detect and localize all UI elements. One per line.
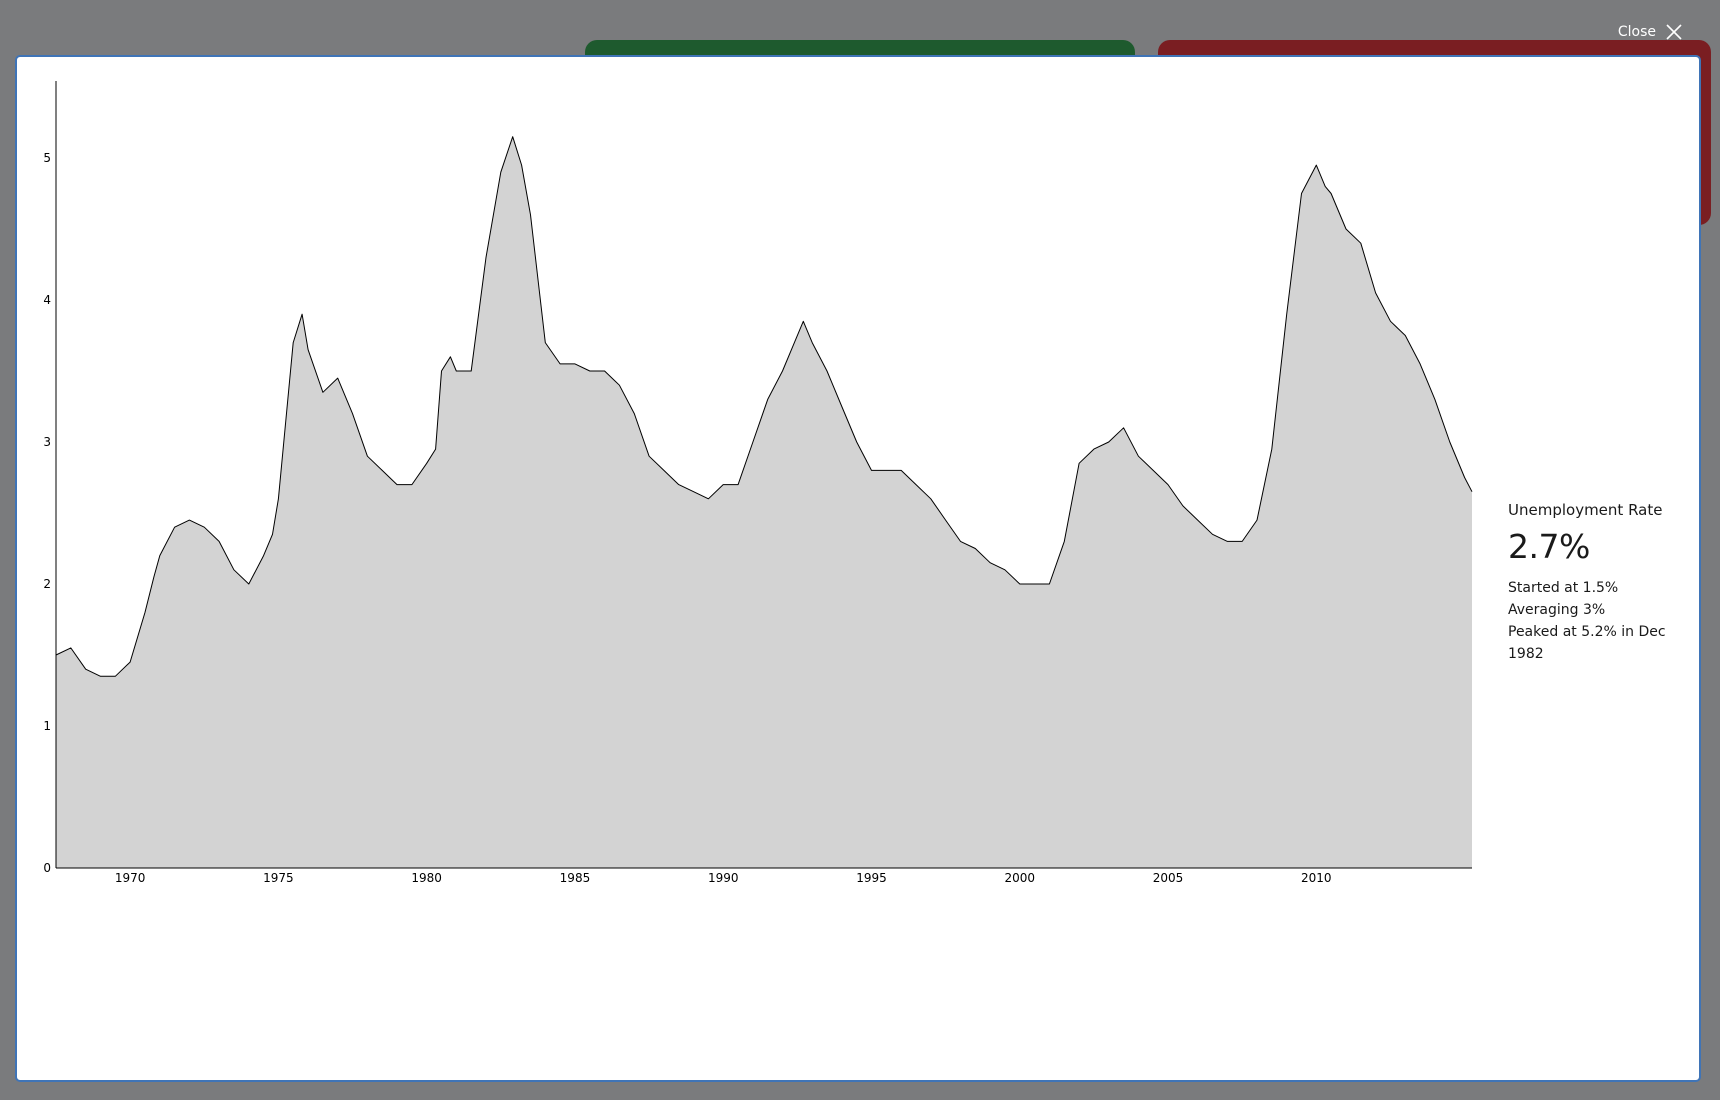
y-axis: 0 1 2 3 4 5 — [43, 81, 57, 875]
y-tick-label: 1 — [43, 719, 51, 733]
y-tick-label: 0 — [43, 861, 51, 875]
x-tick-label: 1980 — [411, 871, 442, 885]
y-tick-label: 4 — [43, 293, 51, 307]
peak-stat: Peaked at 5.2% in Dec 1982 — [1508, 624, 1666, 663]
average-stat: Averaging 3% — [1508, 602, 1606, 619]
x-tick-label: 1995 — [856, 871, 887, 885]
y-tick-label: 2 — [43, 577, 51, 591]
area-layer — [55, 136, 1473, 868]
x-tick-label: 1985 — [560, 871, 591, 885]
x-tick-label: 2010 — [1301, 871, 1332, 885]
summary-panel: Unemployment Rate 2.7% Started at 1.5% A… — [1508, 501, 1699, 665]
unemployment-chart: 0 1 2 3 4 5 1970 1975 1980 1985 1990 1995 2000 2005 2… — [43, 81, 1473, 885]
x-tick-label: 2005 — [1153, 871, 1184, 885]
close-button[interactable]: Close — [1618, 20, 1684, 44]
chart-modal: 0 1 2 3 4 5 1970 1975 1980 1985 1990 1995 2000 2005 2… — [15, 55, 1701, 1082]
x-tick-label: 1975 — [263, 871, 294, 885]
close-icon — [1666, 24, 1682, 40]
x-tick-label: 1990 — [708, 871, 739, 885]
area-fill — [56, 136, 1472, 868]
current-rate: 2.7% — [1508, 527, 1590, 566]
x-axis: 1970 1975 1980 1985 1990 1995 2000 2005 2010 — [56, 867, 1472, 885]
x-tick-label: 1970 — [115, 871, 146, 885]
y-tick-label: 3 — [43, 435, 51, 449]
series-line — [55, 136, 1473, 677]
close-label: Close — [1617, 24, 1656, 40]
y-tick-label: 5 — [43, 151, 51, 165]
x-tick-label: 2000 — [1004, 871, 1035, 885]
summary-title: Unemployment Rate — [1508, 501, 1663, 519]
started-stat: Started at 1.5% — [1508, 580, 1619, 597]
